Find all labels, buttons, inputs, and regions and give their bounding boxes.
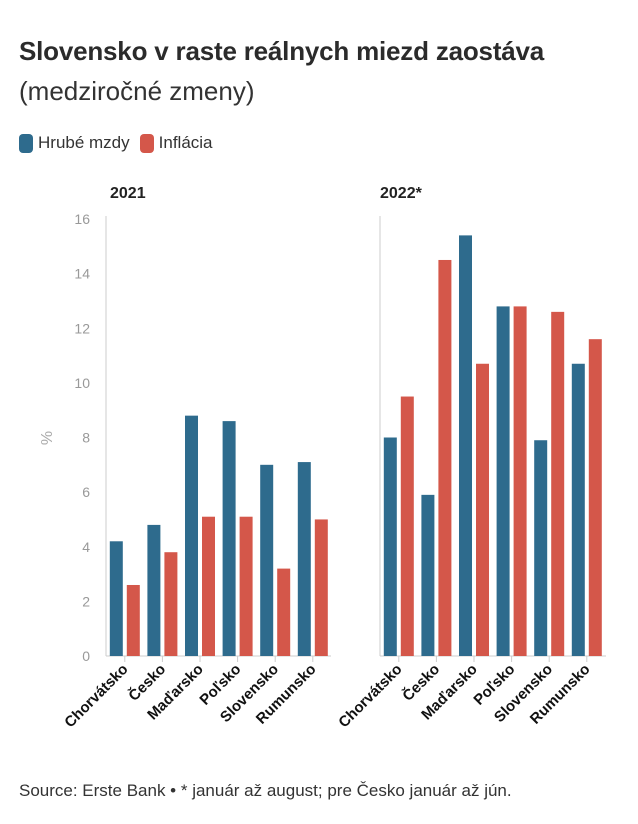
x-tick-label: Chorvátsko (61, 661, 131, 731)
bar-inflation (588, 339, 602, 656)
bar-inflation (277, 568, 291, 656)
bar-inflation (513, 306, 527, 656)
y-tick-label: 8 (82, 430, 90, 446)
bar-wages (496, 306, 510, 656)
y-tick-label: 10 (74, 375, 90, 391)
chart-subtitle: (medziročné zmeny) (19, 76, 255, 106)
bar-wages (109, 541, 123, 656)
bar-inflation (438, 259, 452, 656)
bar-wages (185, 415, 198, 656)
bar-wages (459, 235, 472, 656)
bar-inflation (126, 584, 140, 656)
legend-item-wages: Hrubé mzdy (19, 133, 130, 153)
bar-inflation (239, 516, 253, 656)
y-tick-label: 16 (74, 211, 90, 227)
legend: Hrubé mzdy Inflácia (19, 133, 223, 153)
y-tick-label: 6 (82, 484, 90, 500)
legend-swatch-inflation (139, 133, 154, 153)
bar-wages (421, 494, 435, 656)
bar-inflation (476, 363, 489, 656)
bar-wages (147, 524, 161, 656)
bar-wages (297, 462, 311, 656)
legend-label-inflation: Inflácia (158, 133, 213, 152)
chart-title: Slovensko v raste reálnych miezd zaostáv… (19, 36, 545, 66)
y-tick-label: 0 (82, 648, 90, 664)
bar-inflation (400, 396, 414, 656)
y-tick-label: 2 (82, 593, 90, 609)
bar-inflation (314, 519, 328, 656)
y-tick-label: 14 (74, 266, 90, 282)
y-tick-label: 12 (74, 320, 90, 336)
panel-title: 2021 (110, 185, 146, 202)
y-tick-label: 4 (82, 539, 90, 555)
bar-inflation (202, 516, 215, 656)
bar-wages (222, 421, 236, 656)
bar-inflation (164, 552, 178, 656)
bar-wages (534, 440, 548, 656)
legend-swatch-wages (19, 133, 33, 153)
bar-wages (260, 464, 274, 656)
bar-inflation (551, 311, 565, 656)
bar-wages (383, 437, 397, 656)
x-tick-label: Chorvátsko (335, 661, 405, 731)
legend-item-inflation: Inflácia (139, 133, 213, 153)
source-note: Source: Erste Bank • * január až august;… (19, 781, 512, 800)
legend-label-wages: Hrubé mzdy (38, 133, 130, 152)
bar-wages (571, 363, 585, 656)
panel-title: 2022* (380, 185, 423, 202)
y-axis-label: % (39, 431, 56, 445)
